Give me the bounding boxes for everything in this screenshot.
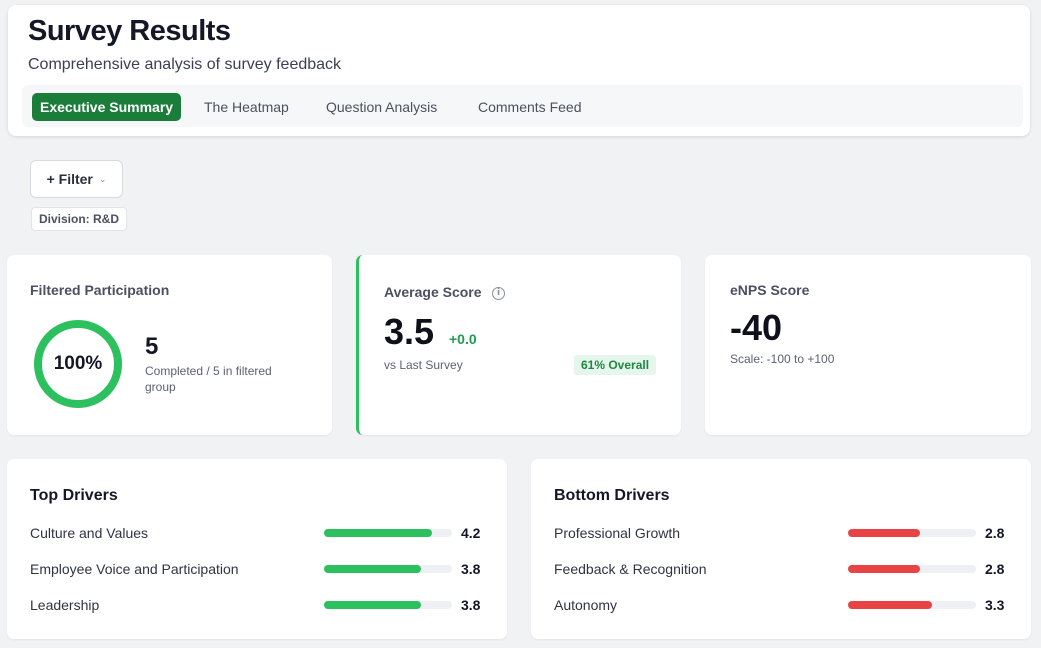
average-score-value: 3.5 [384,311,435,352]
driver-name: Leadership [30,597,100,613]
driver-name: Employee Voice and Participation [30,561,239,577]
bottom-drivers-card: Bottom Drivers Professional Growth 2.8 Fee… [531,459,1031,639]
driver-score: 3.8 [461,597,481,613]
driver-score: 3.8 [461,561,481,577]
enps-scale: Scale: -100 to +100 [730,352,835,366]
driver-bar-track [848,601,976,609]
driver-row: Employee Voice and Participation 3.8 [30,559,490,579]
tab-bar: Executive Summary The Heatmap Question A… [22,85,1023,127]
participation-count: 5 [145,333,159,360]
driver-score: 4.2 [461,525,481,541]
enps-value: -40 [730,307,783,348]
average-score-label: Average Score [384,284,482,300]
tab-executive-summary[interactable]: Executive Summary [32,93,182,121]
driver-bar-fill [848,529,920,537]
driver-name: Autonomy [554,597,618,613]
add-filter-label: + Filter [46,171,93,187]
enps-card: eNPS Score -40 Scale: -100 to +100 [705,255,1031,435]
driver-row: Leadership 3.8 [30,595,490,615]
header-card: Survey Results Comprehensive analysis of… [8,5,1030,136]
driver-name: Feedback & Recognition [554,561,707,577]
average-score-card: Average Score i 3.5 +0.0 vs Last Survey … [356,255,681,435]
enps-label: eNPS Score [730,282,810,298]
tab-question-analysis[interactable]: Question Analysis [326,99,438,115]
driver-score: 2.8 [985,561,1005,577]
driver-row: Culture and Values 4.2 [30,523,490,543]
driver-name: Professional Growth [554,525,681,541]
driver-row: Feedback & Recognition 2.8 [554,559,1014,579]
driver-bar-track [324,529,452,537]
tab-comments-feed[interactable]: Comments Feed [478,99,582,115]
driver-row: Professional Growth 2.8 [554,523,1014,543]
add-filter-button[interactable]: + Filter ⌄ [30,160,123,198]
filter-chip-division[interactable]: Division: R&D [31,207,128,231]
driver-bar-fill [324,601,421,609]
participation-ring-progress [34,320,122,408]
comparison-label: vs Last Survey [384,358,463,372]
top-drivers-card: Top Drivers Culture and Values 4.2 Employe… [7,459,507,639]
participation-card: Filtered Participation 100% 5 Completed … [7,255,332,435]
page-title: Survey Results [28,15,231,47]
participation-ring-chart [34,320,122,408]
driver-score: 2.8 [985,525,1005,541]
tab-heatmap[interactable]: The Heatmap [204,99,289,115]
chevron-down-icon: ⌄ [98,174,107,184]
driver-bar-fill [324,529,432,537]
participation-ring: 100% [31,317,125,411]
driver-score: 3.3 [985,597,1005,613]
driver-bar-fill [324,565,421,573]
driver-row: Autonomy 3.3 [554,595,1014,615]
driver-bar-fill [848,565,920,573]
driver-bar-track [848,529,976,537]
driver-bar-track [324,601,452,609]
top-drivers-title: Top Drivers [30,487,118,504]
participation-percent: 100% [53,353,103,374]
participation-label: Filtered Participation [30,282,170,298]
page-subtitle: Comprehensive analysis of survey feedbac… [28,56,342,73]
bottom-drivers-title: Bottom Drivers [554,487,670,504]
driver-bar-fill [848,601,932,609]
driver-bar-track [848,565,976,573]
overall-badge: 61% Overall [574,355,657,375]
driver-bar-track [324,565,452,573]
participation-description: Completed / 5 in filtered group [145,364,272,394]
info-icon[interactable]: i [492,287,505,300]
driver-name: Culture and Values [30,525,149,541]
average-score-delta: +0.0 [449,331,477,347]
